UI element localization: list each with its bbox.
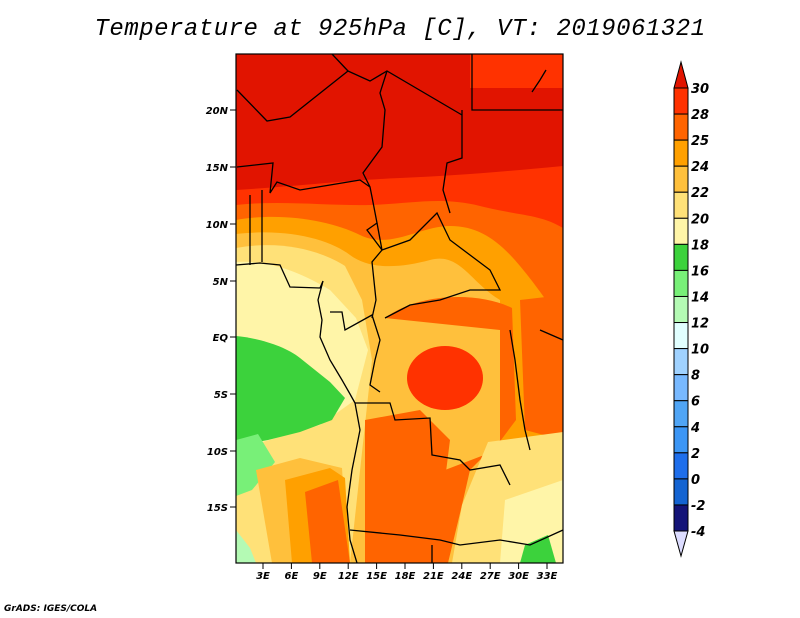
lon-tick-label: 21E — [423, 571, 444, 582]
colorbar-segment — [673, 217, 689, 245]
colorbar-segment — [673, 243, 689, 271]
contour-25-28-sw — [305, 480, 350, 563]
colorbar-label: 8 — [691, 369, 700, 384]
colorbar-label: 12 — [691, 317, 709, 332]
lon-tick-label: 27E — [480, 571, 501, 582]
colorbar-segment — [673, 87, 689, 115]
colorbar-label: 4 — [690, 421, 700, 436]
contour-12-14 — [236, 530, 256, 563]
lon-tick: 12E — [338, 563, 359, 582]
colorbar-segment — [673, 191, 689, 219]
lat-tick: EQ — [213, 333, 236, 344]
colorbar-label: 6 — [691, 395, 700, 410]
colorbar-segment — [673, 452, 689, 480]
colorbar-segment — [673, 426, 689, 454]
lon-tick: 24E — [451, 563, 472, 582]
lon-tick-label: 33E — [537, 571, 558, 582]
colorbar-label: 14 — [691, 290, 709, 305]
longitude-axis: 3E 6E 9E 12E 15E 18E 21E 24E 27E 30E 33E — [256, 563, 558, 582]
contour-28-30-north — [470, 54, 563, 88]
lat-tick: 5N — [213, 277, 236, 288]
lon-tick-label: 6E — [285, 571, 299, 582]
lon-tick-label: 30E — [508, 571, 529, 582]
colorbar-segment — [673, 295, 689, 324]
lon-tick-label: 9E — [313, 571, 327, 582]
lat-tick: 20N — [206, 106, 236, 117]
lon-tick-label: 24E — [451, 571, 472, 582]
lat-tick-label: 10N — [206, 220, 229, 231]
footer-credit: GrADS: IGES/COLA — [4, 604, 98, 614]
colorbar-segment — [673, 348, 689, 376]
lat-tick-label: 15N — [206, 163, 229, 174]
colorbar-label: 25 — [691, 134, 709, 149]
lon-tick-label: 18E — [395, 571, 416, 582]
lat-tick: 15S — [207, 503, 236, 514]
lon-tick: 3E — [256, 563, 270, 582]
lon-tick: 18E — [395, 563, 416, 582]
lat-tick: 5S — [214, 390, 236, 401]
contour-28-30-congo — [407, 346, 483, 410]
lon-tick-label: 12E — [338, 571, 359, 582]
colorbar-label: 2 — [691, 447, 700, 462]
lon-tick: 15E — [366, 563, 387, 582]
colorbar-label: 0 — [691, 473, 700, 488]
contour-25-28-east — [520, 295, 563, 440]
colorbar-arrow-up — [673, 60, 689, 89]
lon-tick-label: 15E — [366, 571, 387, 582]
lon-tick: 33E — [537, 563, 558, 582]
lat-tick-label: 5N — [213, 277, 229, 288]
contour-25-28-angola — [365, 410, 450, 563]
colorbar-segment — [673, 478, 689, 506]
latitude-axis: 20N 15N 10N 5N EQ 5S 10S 15S — [206, 106, 236, 514]
lat-tick: 10S — [207, 447, 236, 458]
temperature-map — [236, 54, 563, 563]
contour-16-18 — [236, 336, 345, 446]
lat-tick-label: EQ — [213, 333, 229, 344]
lon-tick: 9E — [313, 563, 327, 582]
lon-tick: 6E — [285, 563, 299, 582]
plot-title: Temperature at 925hPa [C], VT: 201906132… — [94, 16, 706, 43]
colorbar-segment — [673, 322, 689, 350]
colorbar-label: -2 — [691, 499, 705, 514]
lat-tick-label: 15S — [207, 503, 228, 514]
colorbar-label: -4 — [691, 525, 705, 540]
colorbar-arrow-down — [673, 530, 689, 558]
colorbar-segment — [673, 165, 689, 193]
colorbar-label: 28 — [691, 108, 709, 123]
colorbar-label: 10 — [691, 343, 709, 358]
colorbar-segment — [673, 400, 689, 428]
colorbar-segment — [673, 113, 689, 141]
lon-tick: 30E — [508, 563, 529, 582]
colorbar-label: 24 — [691, 160, 709, 175]
colorbar-segment — [673, 374, 689, 402]
lat-tick-label: 20N — [206, 106, 229, 117]
colorbar-label: 30 — [691, 82, 709, 97]
colorbar-label: 18 — [691, 238, 709, 253]
colorbar-label: 20 — [691, 212, 709, 227]
lon-tick: 27E — [480, 563, 501, 582]
lat-tick: 10N — [206, 220, 236, 231]
contour-16-18-se — [520, 535, 556, 563]
lat-tick: 15N — [206, 163, 236, 174]
lon-tick: 21E — [423, 563, 444, 582]
map-frame — [235, 53, 564, 564]
colorbar-segment — [673, 139, 689, 167]
lat-tick-label: 5S — [214, 390, 228, 401]
contour-14-16 — [236, 434, 275, 496]
lat-tick-label: 10S — [207, 447, 228, 458]
colorbar-segment — [673, 504, 689, 532]
colorbar-label: 22 — [691, 186, 709, 201]
lon-tick-label: 3E — [256, 571, 270, 582]
colorbar-segment — [673, 269, 689, 297]
colorbar-label: 16 — [691, 264, 709, 279]
country-borders — [236, 54, 563, 563]
